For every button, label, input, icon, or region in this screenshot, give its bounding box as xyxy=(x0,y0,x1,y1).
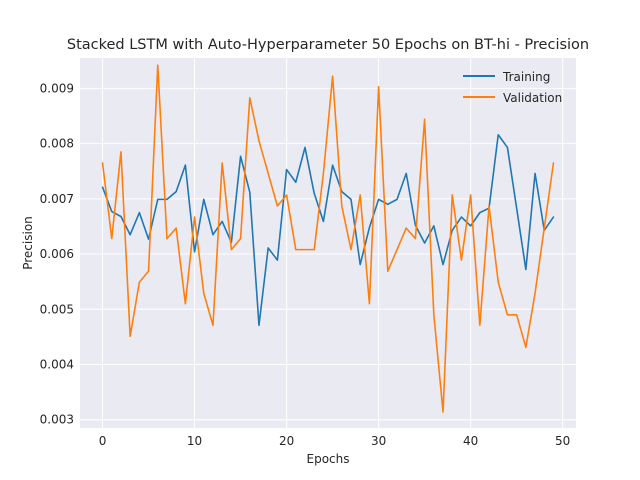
plot-area xyxy=(80,58,576,428)
series-line-validation xyxy=(101,64,555,413)
y-tick-label: 0.003 xyxy=(40,413,74,427)
y-axis-label: Precision xyxy=(21,216,35,270)
legend: Training Validation xyxy=(463,70,562,105)
y-tick-label: 0.007 xyxy=(40,192,74,206)
x-axis-label: Epochs xyxy=(307,452,350,466)
legend-label-training: Training xyxy=(502,70,550,84)
x-tick-label: 20 xyxy=(279,434,294,448)
series-lines xyxy=(101,64,555,413)
x-tick-label: 40 xyxy=(463,434,478,448)
x-tick-label: 30 xyxy=(371,434,386,448)
grid xyxy=(80,58,576,428)
y-tick-label: 0.004 xyxy=(40,357,74,371)
y-tick-label: 0.009 xyxy=(40,81,74,95)
x-tick-label: 50 xyxy=(555,434,570,448)
y-tick-label: 0.005 xyxy=(40,302,74,316)
x-tick-labels: 0 10 20 30 40 50 xyxy=(99,434,571,448)
x-tick-label: 10 xyxy=(187,434,202,448)
x-tick-label: 0 xyxy=(99,434,107,448)
y-tick-label: 0.006 xyxy=(40,247,74,261)
chart-title: Stacked LSTM with Auto-Hyperparameter 50… xyxy=(67,37,589,53)
y-tick-labels: 0.003 0.004 0.005 0.006 0.007 0.008 0.009 xyxy=(40,81,74,426)
legend-label-validation: Validation xyxy=(503,91,562,105)
series-line-training xyxy=(101,133,555,327)
y-tick-label: 0.008 xyxy=(40,137,74,151)
